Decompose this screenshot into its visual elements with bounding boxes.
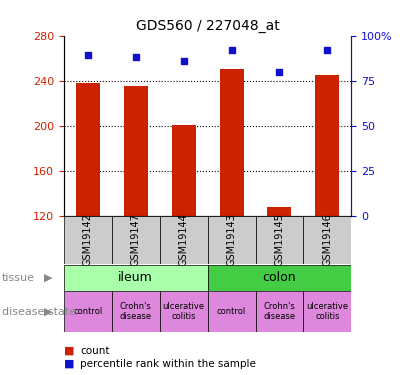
Text: ileum: ileum — [118, 272, 153, 284]
Point — [132, 54, 139, 60]
Bar — [303, 216, 351, 264]
Bar — [64, 265, 208, 291]
Bar — [208, 291, 256, 332]
Bar — [256, 216, 303, 264]
Text: Crohn's
disease: Crohn's disease — [120, 302, 152, 321]
Text: GSM19145: GSM19145 — [275, 214, 284, 266]
Text: GSM19146: GSM19146 — [323, 214, 332, 266]
Bar — [315, 75, 339, 216]
Bar — [124, 86, 148, 216]
Bar — [64, 216, 112, 264]
Point — [228, 47, 235, 53]
Text: tissue: tissue — [2, 273, 35, 283]
Bar — [159, 291, 208, 332]
Text: ulcerative
colitis: ulcerative colitis — [306, 302, 349, 321]
Text: ■: ■ — [64, 359, 74, 369]
Bar — [268, 207, 291, 216]
Bar — [172, 124, 196, 216]
Point — [324, 47, 331, 53]
Bar — [159, 216, 208, 264]
Bar — [303, 291, 351, 332]
Text: count: count — [80, 346, 110, 355]
Text: control: control — [73, 307, 102, 316]
Text: ▶: ▶ — [44, 307, 53, 316]
Bar — [219, 69, 243, 216]
Text: colon: colon — [263, 272, 296, 284]
Bar — [208, 216, 256, 264]
Bar — [112, 216, 159, 264]
Text: ■: ■ — [64, 346, 74, 355]
Bar — [76, 83, 100, 216]
Text: GSM19144: GSM19144 — [179, 214, 189, 266]
Text: GSM19142: GSM19142 — [83, 214, 92, 266]
Point — [84, 53, 91, 58]
Text: GSM19147: GSM19147 — [131, 214, 141, 266]
Text: disease state: disease state — [2, 307, 76, 316]
Bar — [64, 291, 112, 332]
Bar — [208, 265, 351, 291]
Text: GSM19143: GSM19143 — [226, 214, 236, 266]
Bar — [256, 291, 303, 332]
Text: Crohn's
disease: Crohn's disease — [263, 302, 296, 321]
Text: ulcerative
colitis: ulcerative colitis — [162, 302, 205, 321]
Text: control: control — [217, 307, 246, 316]
Title: GDS560 / 227048_at: GDS560 / 227048_at — [136, 19, 279, 33]
Text: ▶: ▶ — [44, 273, 53, 283]
Point — [276, 69, 283, 75]
Text: percentile rank within the sample: percentile rank within the sample — [80, 359, 256, 369]
Bar — [112, 291, 159, 332]
Point — [180, 58, 187, 64]
